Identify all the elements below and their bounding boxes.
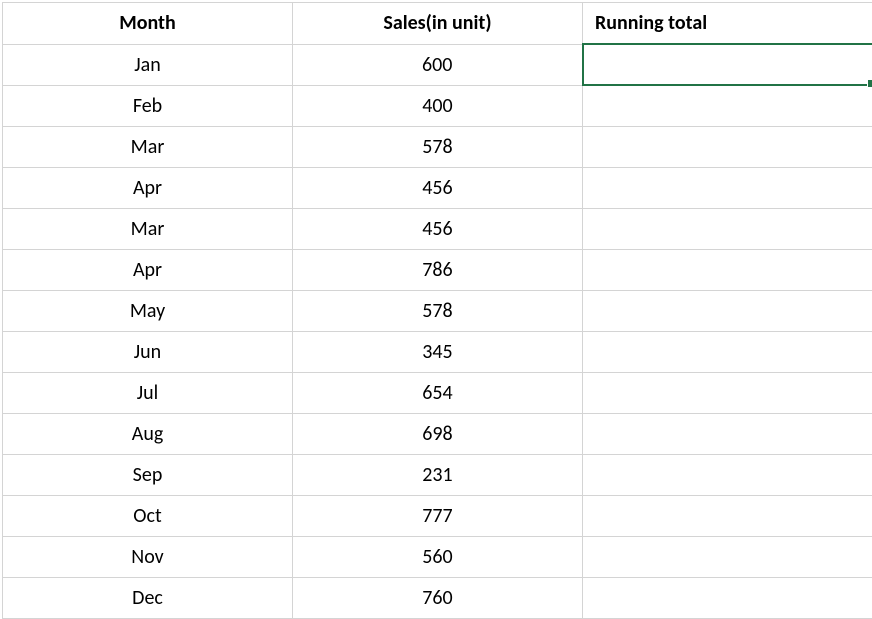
table-row: Nov 560 [3, 536, 872, 577]
cell-running[interactable] [583, 372, 872, 413]
header-month[interactable]: Month [3, 3, 293, 45]
cell-running[interactable] [583, 290, 872, 331]
cell-sales[interactable]: 654 [293, 372, 583, 413]
cell-month[interactable]: May [3, 290, 293, 331]
cell-running[interactable] [583, 413, 872, 454]
cell-sales[interactable]: 578 [293, 290, 583, 331]
cell-month[interactable]: Aug [3, 413, 293, 454]
table-row: Jul 654 [3, 372, 872, 413]
header-row: Month Sales(in unit) Running total [3, 3, 872, 45]
cell-month[interactable]: Apr [3, 249, 293, 290]
cell-running[interactable] [583, 249, 872, 290]
cell-month[interactable]: Jun [3, 331, 293, 372]
table-row: Dec 760 [3, 577, 872, 618]
table-body: Jan 600 Feb 400 Mar 578 Apr 456 Mar 456 … [3, 44, 872, 618]
cell-running[interactable] [583, 85, 872, 126]
cell-sales[interactable]: 560 [293, 536, 583, 577]
cell-running[interactable] [583, 208, 872, 249]
cell-sales[interactable]: 345 [293, 331, 583, 372]
cell-month[interactable]: Nov [3, 536, 293, 577]
cell-month[interactable]: Feb [3, 85, 293, 126]
cell-month[interactable]: Sep [3, 454, 293, 495]
table-row: Apr 456 [3, 167, 872, 208]
header-sales[interactable]: Sales(in unit) [293, 3, 583, 45]
table-row: May 578 [3, 290, 872, 331]
cell-sales[interactable]: 456 [293, 208, 583, 249]
cell-sales[interactable]: 456 [293, 167, 583, 208]
table-row: Aug 698 [3, 413, 872, 454]
table-row: Oct 777 [3, 495, 872, 536]
cell-month[interactable]: Oct [3, 495, 293, 536]
cell-sales[interactable]: 786 [293, 249, 583, 290]
cell-sales[interactable]: 777 [293, 495, 583, 536]
cell-running-selected[interactable] [583, 44, 872, 85]
cell-running[interactable] [583, 454, 872, 495]
cell-month[interactable]: Dec [3, 577, 293, 618]
header-running[interactable]: Running total [583, 3, 872, 45]
cell-running[interactable] [583, 495, 872, 536]
cell-sales[interactable]: 698 [293, 413, 583, 454]
table-row: Mar 578 [3, 126, 872, 167]
cell-month[interactable]: Jan [3, 44, 293, 85]
cell-month[interactable]: Mar [3, 126, 293, 167]
cell-sales[interactable]: 578 [293, 126, 583, 167]
table-row: Sep 231 [3, 454, 872, 495]
cell-running[interactable] [583, 167, 872, 208]
cell-sales[interactable]: 600 [293, 44, 583, 85]
table-row: Apr 786 [3, 249, 872, 290]
cell-running[interactable] [583, 577, 872, 618]
cell-running[interactable] [583, 331, 872, 372]
table-row: Jun 345 [3, 331, 872, 372]
cell-sales[interactable]: 231 [293, 454, 583, 495]
cell-sales[interactable]: 400 [293, 85, 583, 126]
cell-running[interactable] [583, 536, 872, 577]
cell-month[interactable]: Jul [3, 372, 293, 413]
table-row: Mar 456 [3, 208, 872, 249]
cell-month[interactable]: Mar [3, 208, 293, 249]
table-row: Jan 600 [3, 44, 872, 85]
cell-month[interactable]: Apr [3, 167, 293, 208]
table-row: Feb 400 [3, 85, 872, 126]
cell-sales[interactable]: 760 [293, 577, 583, 618]
cell-running[interactable] [583, 126, 872, 167]
spreadsheet-table[interactable]: Month Sales(in unit) Running total Jan 6… [2, 2, 872, 619]
